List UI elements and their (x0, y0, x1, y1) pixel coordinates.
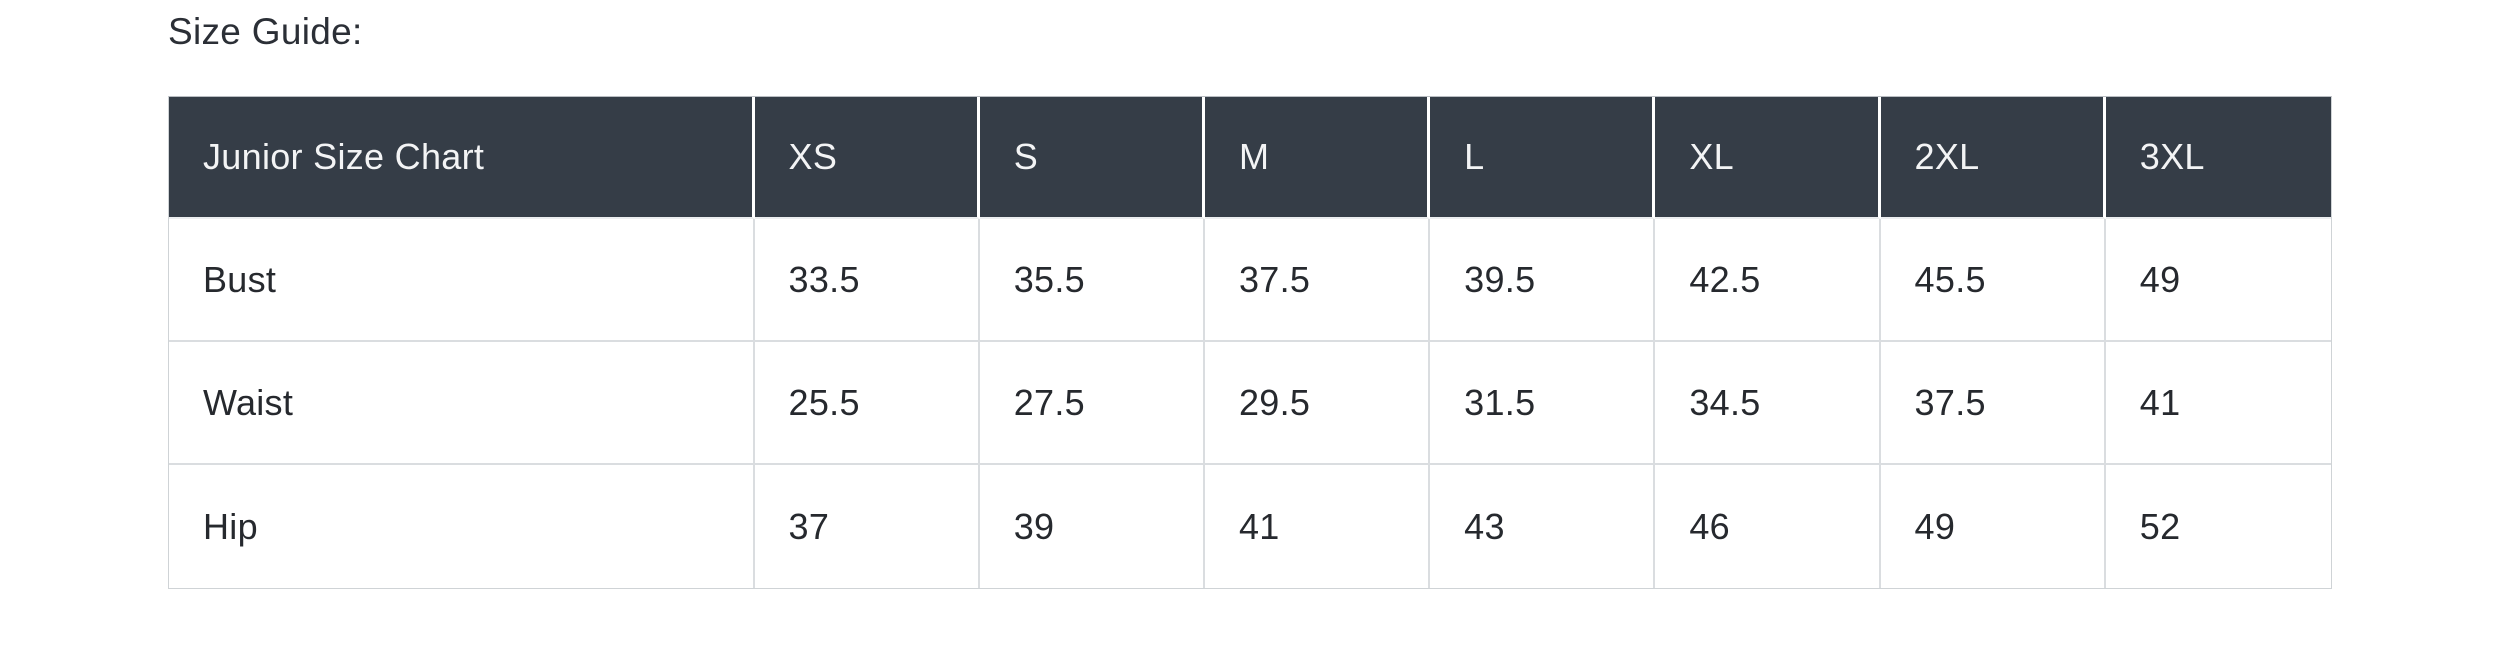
value-cell: 39.5 (1430, 219, 1656, 342)
table-row-waist: Waist 25.5 27.5 29.5 31.5 34.5 37.5 41 (169, 342, 2331, 465)
value-cell: 41 (2105, 342, 2331, 465)
value-cell: 37 (754, 465, 980, 588)
value-cell: 27.5 (979, 342, 1205, 465)
value-cell: 49 (1880, 465, 2106, 588)
value-cell: 39 (979, 465, 1205, 588)
value-cell: 43 (1430, 465, 1656, 588)
row-label-cell: Waist (169, 342, 755, 465)
value-cell: 25.5 (754, 342, 980, 465)
table-row-bust: Bust 33.5 35.5 37.5 39.5 42.5 45.5 49 (169, 219, 2331, 342)
header-cell-size-l: L (1430, 97, 1656, 219)
value-cell: 29.5 (1204, 342, 1431, 465)
header-cell-size-m: M (1204, 97, 1431, 219)
size-guide-heading: Size Guide: (168, 11, 363, 52)
value-cell: 52 (2105, 465, 2331, 588)
header-cell-size-xs: XS (754, 97, 980, 219)
value-cell: 37.5 (1880, 342, 2106, 465)
value-cell: 42.5 (1655, 219, 1881, 342)
header-cell-size-2xl: 2XL (1880, 97, 2106, 219)
value-cell: 35.5 (979, 219, 1205, 342)
junior-size-chart-table: Junior Size Chart XS S M L XL 2XL 3XL Bu… (168, 96, 2332, 589)
value-cell: 46 (1655, 465, 1881, 588)
value-cell: 33.5 (754, 219, 980, 342)
value-cell: 41 (1204, 465, 1431, 588)
value-cell: 45.5 (1880, 219, 2106, 342)
table-row-hip: Hip 37 39 41 43 46 49 52 (169, 465, 2331, 588)
row-label-cell: Bust (169, 219, 755, 342)
value-cell: 34.5 (1655, 342, 1881, 465)
value-cell: 49 (2105, 219, 2331, 342)
header-cell-size-xl: XL (1655, 97, 1881, 219)
header-cell-size-s: S (979, 97, 1205, 219)
header-cell-size-3xl: 3XL (2105, 97, 2331, 219)
header-cell-chart-title: Junior Size Chart (169, 97, 755, 219)
row-label-cell: Hip (169, 465, 755, 588)
value-cell: 37.5 (1204, 219, 1431, 342)
size-chart-header-row: Junior Size Chart XS S M L XL 2XL 3XL (169, 97, 2331, 219)
value-cell: 31.5 (1430, 342, 1656, 465)
